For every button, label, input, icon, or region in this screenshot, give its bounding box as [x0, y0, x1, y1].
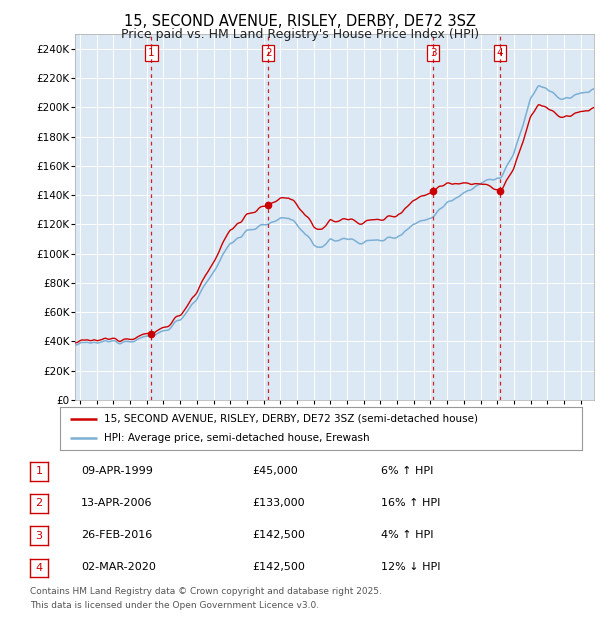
Text: 3: 3 [35, 531, 43, 541]
Text: 13-APR-2006: 13-APR-2006 [81, 498, 152, 508]
Text: 15, SECOND AVENUE, RISLEY, DERBY, DE72 3SZ: 15, SECOND AVENUE, RISLEY, DERBY, DE72 3… [124, 14, 476, 29]
Text: 3: 3 [430, 48, 436, 58]
Text: 4% ↑ HPI: 4% ↑ HPI [381, 530, 433, 540]
Text: 12% ↓ HPI: 12% ↓ HPI [381, 562, 440, 572]
Text: 26-FEB-2016: 26-FEB-2016 [81, 530, 152, 540]
Text: £142,500: £142,500 [252, 530, 305, 540]
Text: 02-MAR-2020: 02-MAR-2020 [81, 562, 156, 572]
Text: 4: 4 [35, 563, 43, 573]
Text: 6% ↑ HPI: 6% ↑ HPI [381, 466, 433, 476]
Text: Price paid vs. HM Land Registry's House Price Index (HPI): Price paid vs. HM Land Registry's House … [121, 28, 479, 41]
Text: £142,500: £142,500 [252, 562, 305, 572]
Text: Contains HM Land Registry data © Crown copyright and database right 2025.: Contains HM Land Registry data © Crown c… [30, 587, 382, 596]
Text: HPI: Average price, semi-detached house, Erewash: HPI: Average price, semi-detached house,… [104, 433, 370, 443]
Text: 1: 1 [148, 48, 155, 58]
Text: £133,000: £133,000 [252, 498, 305, 508]
Text: £45,000: £45,000 [252, 466, 298, 476]
Text: This data is licensed under the Open Government Licence v3.0.: This data is licensed under the Open Gov… [30, 601, 319, 611]
Text: 16% ↑ HPI: 16% ↑ HPI [381, 498, 440, 508]
Text: 2: 2 [265, 48, 272, 58]
Text: 4: 4 [497, 48, 503, 58]
Text: 1: 1 [35, 466, 43, 476]
Text: 09-APR-1999: 09-APR-1999 [81, 466, 153, 476]
Text: 15, SECOND AVENUE, RISLEY, DERBY, DE72 3SZ (semi-detached house): 15, SECOND AVENUE, RISLEY, DERBY, DE72 3… [104, 414, 478, 423]
Text: 2: 2 [35, 498, 43, 508]
